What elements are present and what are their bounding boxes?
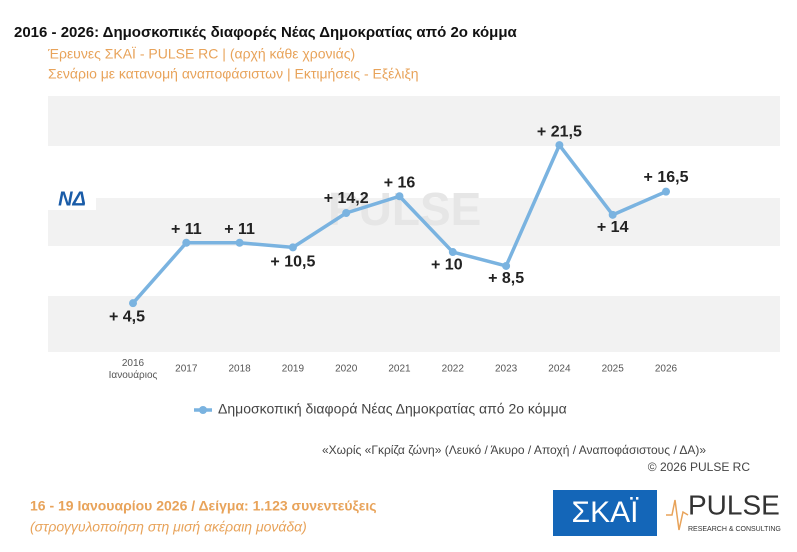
- band: [48, 96, 780, 146]
- pollster-tagline: RESEARCH & CONSULTING: [688, 526, 781, 533]
- point: [448, 248, 457, 257]
- x-tick-label: 2022: [442, 364, 465, 375]
- x-tick-label: 2019: [282, 364, 305, 375]
- band: [48, 296, 780, 352]
- value-label: + 16: [384, 174, 416, 191]
- point: [662, 187, 670, 196]
- legend-marker: [199, 406, 207, 414]
- subtitle: Σενάριο με κατανομή αναποφάσιστων | Εκτι…: [48, 66, 419, 82]
- point: [555, 141, 564, 150]
- value-label: + 10: [431, 256, 463, 273]
- subtitle: Έρευνες ΣΚΑΪ - PULSE RC | (αρχή κάθε χρο…: [47, 46, 355, 62]
- value-label: + 8,5: [488, 270, 524, 287]
- logo-box: [48, 188, 96, 210]
- point: [235, 238, 244, 247]
- pollster-logo: PULSE: [688, 489, 780, 520]
- x-tick-label: 2020: [335, 364, 358, 375]
- x-tick-label: 2026: [655, 364, 678, 375]
- band: [48, 198, 780, 246]
- point: [129, 299, 137, 308]
- logo-text: ΝΔ: [58, 188, 86, 210]
- channel-logo-text: ΣΚΑΪ: [572, 496, 640, 529]
- value-label: + 4,5: [109, 308, 145, 325]
- note: © 2026 PULSE RC: [648, 460, 751, 474]
- channel-logo: [553, 490, 657, 536]
- value-label: + 11: [171, 221, 202, 238]
- x-tick-label-line: 2016: [122, 358, 145, 369]
- value-label: + 21,5: [537, 123, 582, 140]
- x-tick-label: 2016 Ιανουάριος: [109, 358, 158, 381]
- footer: (στρογγυλοποίηση στη μισή ακέραιη μονάδα…: [30, 519, 307, 535]
- legend-label: Δημοσκοπική διαφορά Νέας Δημοκρατίας από…: [218, 401, 567, 417]
- value-label: + 14,2: [324, 190, 369, 207]
- point: [608, 210, 617, 219]
- value-label: + 11: [224, 221, 255, 238]
- x-tick-label: 2021: [388, 364, 411, 375]
- x-tick-label-line: Ιανουάριος: [109, 369, 158, 381]
- chart-title: 2016 - 2026: Δημοσκοπικές διαφορές Νέας …: [14, 24, 517, 41]
- value-label: + 16,5: [644, 169, 689, 186]
- point: [288, 243, 297, 252]
- x-tick-label: 2017: [175, 364, 198, 375]
- party-logo: ΝΔ: [48, 188, 96, 210]
- note: «Χωρίς «Γκρίζα ζώνη» (Λευκό / Άκυρο / Απ…: [322, 443, 706, 457]
- value-label: + 10,5: [270, 254, 315, 271]
- x-tick-label: 2025: [602, 364, 625, 375]
- x-tick-label: 2024: [548, 364, 571, 375]
- point: [342, 208, 351, 217]
- footer: 16 - 19 Ιανουαρίου 2026 / Δείγμα: 1.123 …: [30, 498, 377, 514]
- x-tick-label: 2023: [495, 364, 518, 375]
- x-tick-label: 2018: [228, 364, 251, 375]
- point: [395, 192, 404, 201]
- value-label: + 14: [597, 219, 629, 236]
- pollster-pulse: [666, 499, 689, 531]
- point: [182, 238, 191, 247]
- point: [502, 261, 511, 270]
